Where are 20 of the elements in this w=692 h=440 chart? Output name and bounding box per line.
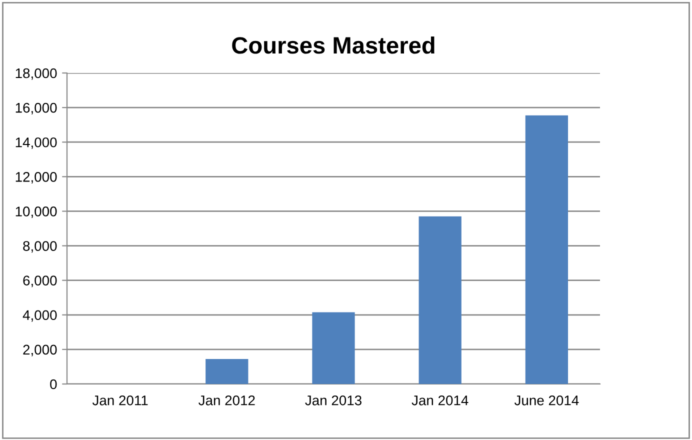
y-tick-label: 14,000	[16, 137, 57, 149]
y-tick-label: 8,000	[23, 241, 57, 253]
y-tick-label: 4,000	[22, 310, 57, 322]
bar	[525, 115, 568, 384]
x-tick-label: Jan 2012	[198, 395, 255, 406]
y-tick-label: 6,000	[23, 276, 57, 288]
y-tick-label: 10,000	[16, 206, 57, 218]
x-tick-label: June 2014	[514, 395, 579, 406]
chart-title: Courses Mastered	[232, 36, 434, 54]
y-tick-label: 12,000	[16, 172, 57, 184]
x-tick-label: Jan 2011	[92, 395, 148, 406]
y-tick-label: 18,000	[16, 68, 57, 80]
bar	[206, 358, 248, 384]
bar	[418, 216, 462, 384]
y-tick-label: 16,000	[16, 102, 57, 114]
x-tick-label: Jan 2014	[412, 395, 468, 406]
bar	[312, 312, 355, 384]
y-tick-label: 0	[50, 379, 57, 390]
x-tick-label: Jan 2013	[305, 395, 362, 406]
y-tick-label: 2,000	[23, 344, 57, 356]
